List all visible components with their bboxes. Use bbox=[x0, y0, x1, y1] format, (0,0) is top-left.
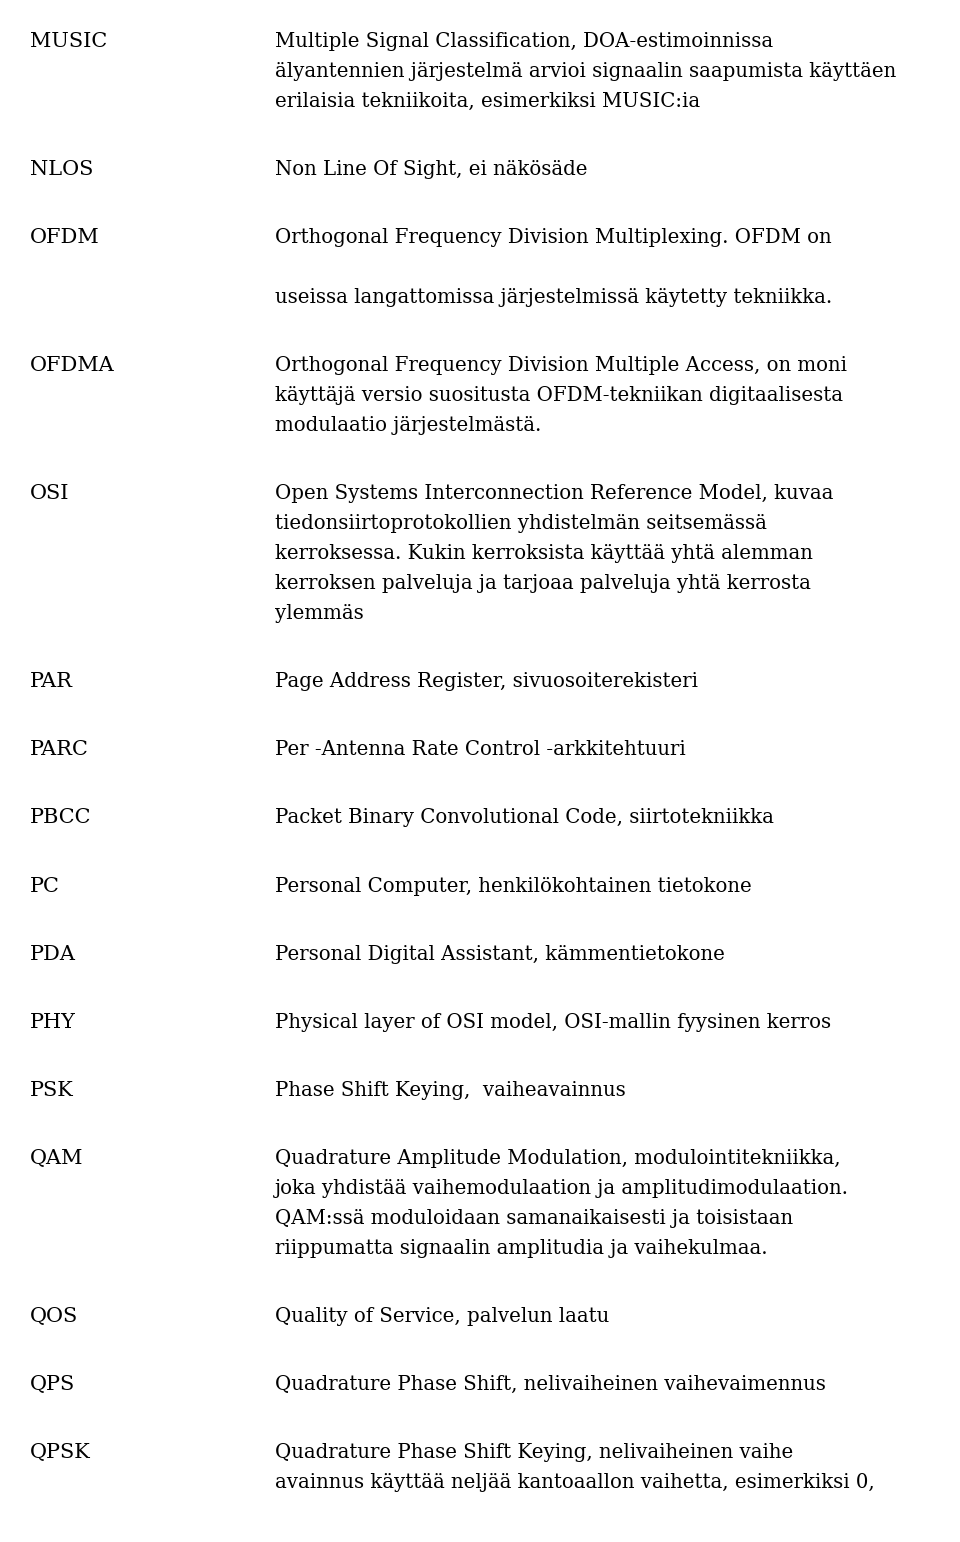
Text: Open Systems Interconnection Reference Model, kuvaa: Open Systems Interconnection Reference M… bbox=[275, 484, 833, 503]
Text: kerroksessa. Kukin kerroksista käyttää yhtä alemman: kerroksessa. Kukin kerroksista käyttää y… bbox=[275, 544, 813, 563]
Text: tiedonsiirtoprotokollien yhdistelmän seitsemässä: tiedonsiirtoprotokollien yhdistelmän sei… bbox=[275, 513, 767, 534]
Text: QAM: QAM bbox=[30, 1149, 84, 1169]
Text: Quadrature Phase Shift Keying, nelivaiheinen vaihe: Quadrature Phase Shift Keying, nelivaihe… bbox=[275, 1443, 793, 1462]
Text: Non Line Of Sight, ei näkösäde: Non Line Of Sight, ei näkösäde bbox=[275, 160, 588, 179]
Text: QPS: QPS bbox=[30, 1375, 75, 1394]
Text: OFDMA: OFDMA bbox=[30, 356, 115, 375]
Text: Quadrature Amplitude Modulation, modulointitekniikka,: Quadrature Amplitude Modulation, moduloi… bbox=[275, 1149, 841, 1169]
Text: Personal Computer, henkilökohtainen tietokone: Personal Computer, henkilökohtainen tiet… bbox=[275, 876, 752, 896]
Text: PAR: PAR bbox=[30, 672, 73, 691]
Text: OFDM: OFDM bbox=[30, 228, 100, 247]
Text: älyantennien järjestelmä arvioi signaalin saapumista käyttäen: älyantennien järjestelmä arvioi signaali… bbox=[275, 62, 897, 80]
Text: Per -Antenna Rate Control -arkkitehtuuri: Per -Antenna Rate Control -arkkitehtuuri bbox=[275, 740, 685, 759]
Text: OSI: OSI bbox=[30, 484, 69, 503]
Text: riippumatta signaalin amplitudia ja vaihekulmaa.: riippumatta signaalin amplitudia ja vaih… bbox=[275, 1240, 768, 1258]
Text: QOS: QOS bbox=[30, 1308, 79, 1326]
Text: MUSIC: MUSIC bbox=[30, 31, 108, 51]
Text: avainnus käyttää neljää kantoaallon vaihetta, esimerkiksi 0,: avainnus käyttää neljää kantoaallon vaih… bbox=[275, 1474, 875, 1493]
Text: QAM:ssä moduloidaan samanaikaisesti ja toisistaan: QAM:ssä moduloidaan samanaikaisesti ja t… bbox=[275, 1209, 793, 1227]
Text: Packet Binary Convolutional Code, siirtotekniikka: Packet Binary Convolutional Code, siirto… bbox=[275, 808, 774, 828]
Text: Personal Digital Assistant, kämmentietokone: Personal Digital Assistant, kämmentietok… bbox=[275, 945, 725, 964]
Text: PARC: PARC bbox=[30, 740, 89, 759]
Text: Orthogonal Frequency Division Multiplexing. OFDM on: Orthogonal Frequency Division Multiplexi… bbox=[275, 228, 831, 247]
Text: Multiple Signal Classification, DOA-estimoinnissa: Multiple Signal Classification, DOA-esti… bbox=[275, 31, 773, 51]
Text: Orthogonal Frequency Division Multiple Access, on moni: Orthogonal Frequency Division Multiple A… bbox=[275, 356, 847, 375]
Text: Quadrature Phase Shift, nelivaiheinen vaihevaimennus: Quadrature Phase Shift, nelivaiheinen va… bbox=[275, 1375, 826, 1394]
Text: käyttäjä versio suositusta OFDM-tekniikan digitaalisesta: käyttäjä versio suositusta OFDM-tekniika… bbox=[275, 386, 843, 406]
Text: PHY: PHY bbox=[30, 1013, 76, 1032]
Text: Physical layer of OSI model, OSI-mallin fyysinen kerros: Physical layer of OSI model, OSI-mallin … bbox=[275, 1013, 831, 1032]
Text: PBCC: PBCC bbox=[30, 808, 91, 828]
Text: QPSK: QPSK bbox=[30, 1443, 91, 1462]
Text: NLOS: NLOS bbox=[30, 160, 93, 179]
Text: erilaisia tekniikoita, esimerkiksi MUSIC:ia: erilaisia tekniikoita, esimerkiksi MUSIC… bbox=[275, 91, 700, 111]
Text: Quality of Service, palvelun laatu: Quality of Service, palvelun laatu bbox=[275, 1308, 610, 1326]
Text: PSK: PSK bbox=[30, 1081, 74, 1099]
Text: Page Address Register, sivuosoiterekisteri: Page Address Register, sivuosoiterekiste… bbox=[275, 672, 698, 691]
Text: modulaatio järjestelmästä.: modulaatio järjestelmästä. bbox=[275, 416, 541, 435]
Text: PC: PC bbox=[30, 876, 60, 896]
Text: useissa langattomissa järjestelmissä käytetty tekniikka.: useissa langattomissa järjestelmissä käy… bbox=[275, 288, 832, 307]
Text: PDA: PDA bbox=[30, 945, 76, 964]
Text: ylemmäs: ylemmäs bbox=[275, 604, 364, 623]
Text: joka yhdistää vaihemodulaation ja amplitudimodulaation.: joka yhdistää vaihemodulaation ja amplit… bbox=[275, 1180, 849, 1198]
Text: Phase Shift Keying,  vaiheavainnus: Phase Shift Keying, vaiheavainnus bbox=[275, 1081, 626, 1099]
Text: kerroksen palveluja ja tarjoaa palveluja yhtä kerrosta: kerroksen palveluja ja tarjoaa palveluja… bbox=[275, 574, 811, 594]
